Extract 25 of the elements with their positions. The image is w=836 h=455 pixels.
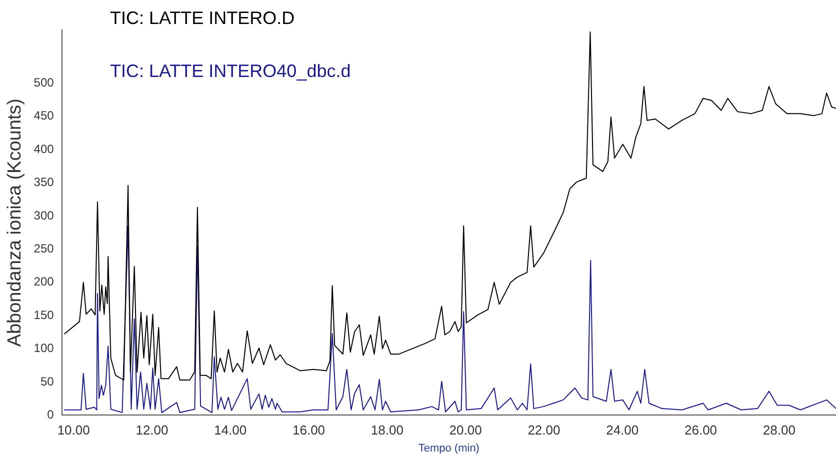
x-tick-label: 24.00 (606, 422, 639, 438)
y-tick-label: 0 (47, 408, 54, 422)
y-axis-title: Abbondanza ionica (Kcounts) (4, 98, 26, 347)
text: TIC: LATTE INTERO.D (110, 8, 296, 29)
y-tick-label: 350 (34, 175, 54, 190)
x-tick-label: 18.00 (370, 422, 404, 438)
y-tick-label: 250 (34, 241, 54, 256)
x-tick-label: 10.00 (57, 422, 90, 438)
x-tick-label: 26.00 (684, 422, 718, 438)
x-tick-label: 20.00 (449, 422, 482, 438)
y-tick-label: 500 (34, 75, 54, 90)
y-tick-label: 200 (34, 274, 54, 289)
x-axis-title: Tempo (min) (418, 442, 480, 454)
x-tick-label: 16.00 (292, 422, 326, 438)
y-tick-label: 50 (40, 374, 54, 388)
y-tick-label: 300 (34, 208, 54, 222)
y-tick-label: 450 (34, 108, 54, 123)
x-tick-label: 28.00 (762, 422, 796, 438)
x-tick-label: 14.00 (214, 422, 247, 438)
text: TIC: LATTE INTERO40_dbc.d (110, 61, 351, 82)
x-tick-label: 12.00 (136, 422, 168, 438)
y-tick-label: 150 (34, 308, 54, 322)
x-tick-label: 22.00 (528, 422, 560, 438)
y-tick-label: 100 (34, 341, 54, 356)
y-tick-label: 400 (34, 142, 54, 156)
